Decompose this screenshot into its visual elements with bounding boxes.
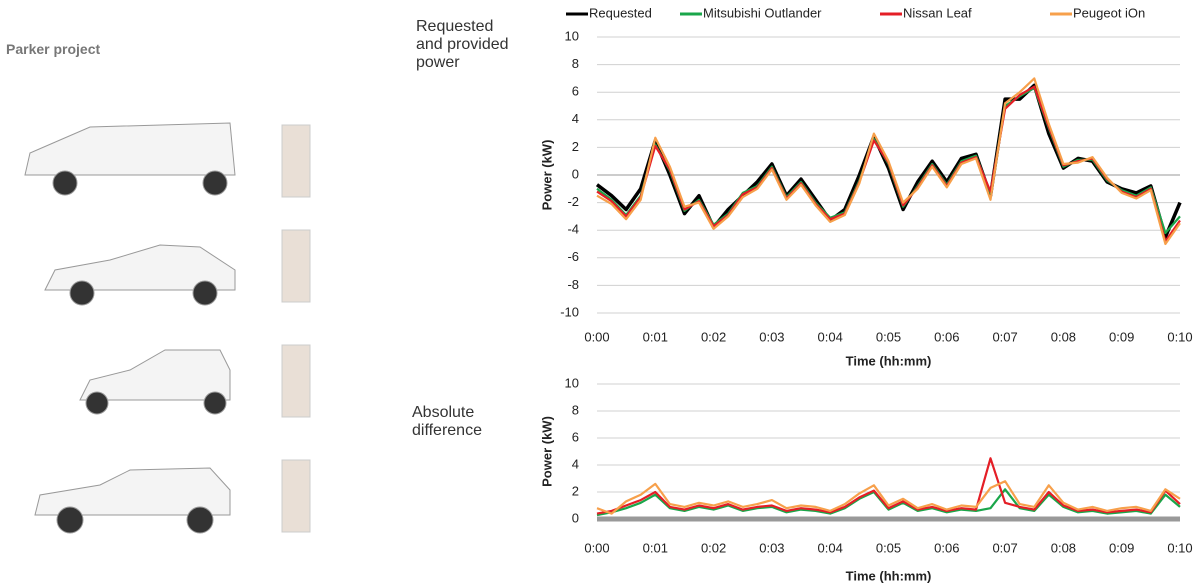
y-tick-label: -4: [567, 222, 579, 237]
x-tick-label: 0:02: [701, 329, 726, 344]
y-axis-title: Power (kW): [539, 140, 554, 211]
chart-title: Absolute difference: [412, 404, 482, 439]
y-tick-label: -8: [567, 277, 579, 292]
y-tick-label: 2: [572, 483, 579, 498]
y-tick-label: 4: [572, 111, 579, 126]
x-tick-label: 0:08: [1051, 329, 1076, 344]
y-tick-label: 2: [572, 139, 579, 154]
y-tick-label: -10: [560, 304, 579, 319]
x-tick-label: 0:05: [876, 329, 901, 344]
x-tick-label: 0:09: [1109, 540, 1134, 555]
legend-label: Peugeot iOn: [1073, 5, 1145, 20]
y-tick-label: 8: [572, 56, 579, 71]
series-line: [596, 457, 1181, 515]
y-tick-label: 0: [572, 510, 579, 525]
slide-title: Parker project: [6, 41, 101, 57]
series-line: [596, 488, 1181, 517]
y-tick-label: 8: [572, 402, 579, 417]
y-tick-label: 10: [565, 28, 579, 43]
x-tick-label: 0:10: [1167, 329, 1192, 344]
x-axis-title: Time (hh:mm): [846, 353, 932, 368]
x-tick-label: 0:03: [759, 329, 784, 344]
x-tick-label: 0:00: [584, 540, 609, 555]
x-tick-label: 0:09: [1109, 329, 1134, 344]
x-tick-label: 0:03: [759, 540, 784, 555]
chart-title: Requested and provided power: [416, 18, 509, 71]
y-axis-title: Power (kW): [539, 416, 554, 487]
legend-label: Nissan Leaf: [903, 5, 972, 20]
x-tick-label: 0:07: [992, 329, 1017, 344]
x-tick-label: 0:01: [643, 329, 668, 344]
x-tick-label: 0:08: [1051, 540, 1076, 555]
y-tick-label: 6: [572, 84, 579, 99]
x-tick-label: 0:05: [876, 540, 901, 555]
x-tick-label: 0:10: [1167, 540, 1192, 555]
legend-label: Requested: [589, 5, 652, 20]
legend-label: Mitsubishi Outlander: [703, 5, 822, 20]
x-tick-label: 0:00: [584, 329, 609, 344]
y-tick-label: 0: [572, 166, 579, 181]
x-axis-title: Time (hh:mm): [846, 568, 932, 583]
x-tick-label: 0:01: [643, 540, 668, 555]
vehicle-images: [24, 122, 311, 534]
series-line: [596, 480, 1181, 515]
series-line: [596, 77, 1181, 246]
y-tick-label: -6: [567, 249, 579, 264]
y-tick-label: -2: [567, 194, 579, 209]
x-tick-label: 0:04: [818, 540, 843, 555]
y-tick-label: 10: [565, 375, 579, 390]
x-tick-label: 0:02: [701, 540, 726, 555]
y-tick-label: 4: [572, 456, 579, 471]
x-tick-label: 0:04: [818, 329, 843, 344]
y-tick-label: 6: [572, 429, 579, 444]
x-tick-label: 0:07: [992, 540, 1017, 555]
x-tick-label: 0:06: [934, 540, 959, 555]
x-tick-label: 0:06: [934, 329, 959, 344]
